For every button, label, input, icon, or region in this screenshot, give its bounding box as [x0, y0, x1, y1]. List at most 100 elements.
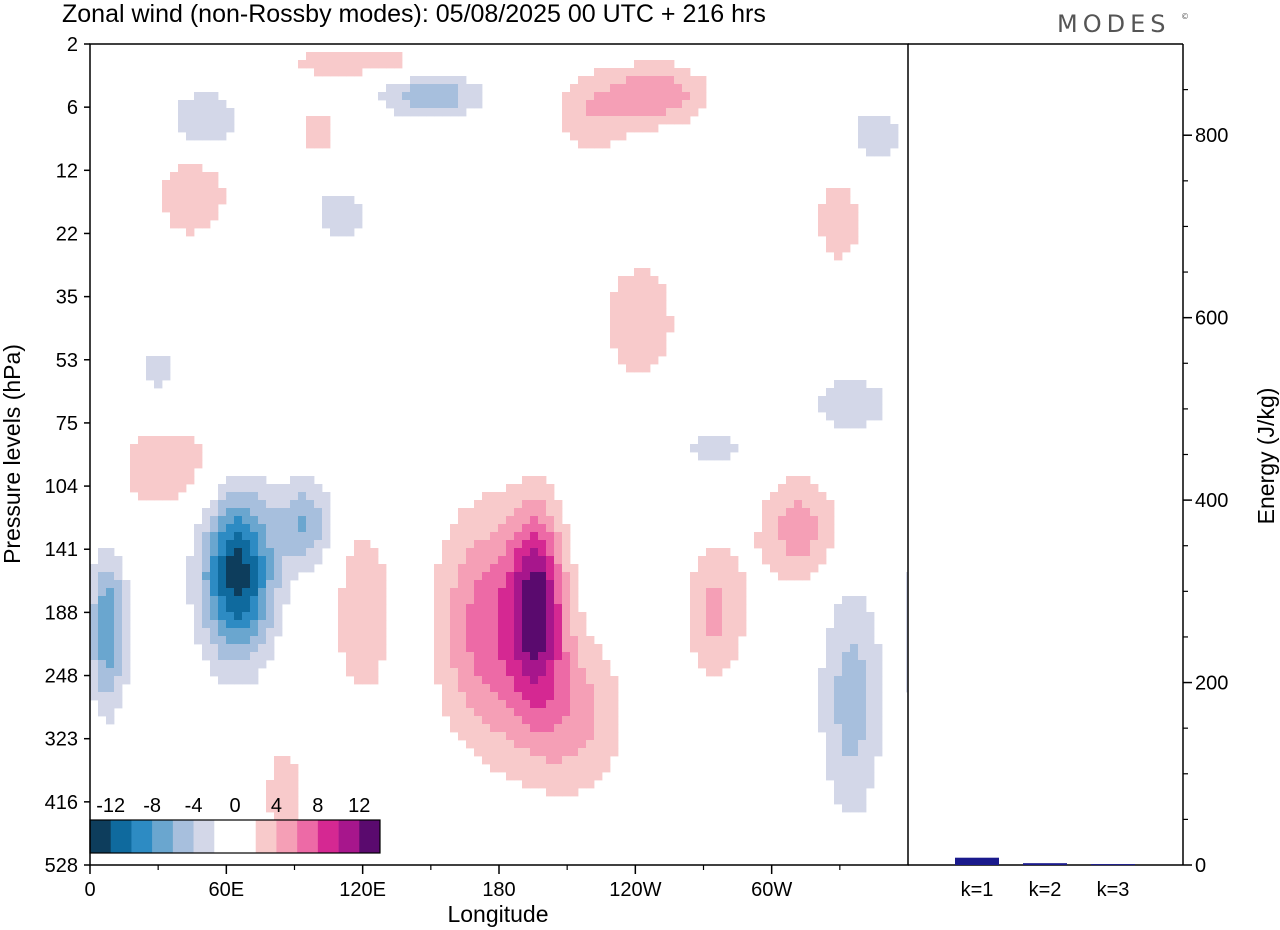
heat-cell [194, 204, 203, 213]
heat-cell [858, 732, 867, 741]
heat-cell [906, 588, 909, 597]
heat-cell [354, 204, 363, 213]
heat-cell [834, 244, 843, 253]
heat-cell [562, 532, 571, 541]
heat-cell [218, 132, 227, 141]
heat-cell [802, 516, 811, 525]
heat-cell [482, 620, 491, 629]
heat-cell [906, 612, 909, 621]
heat-cell [554, 500, 563, 509]
heat-cell [658, 340, 667, 349]
heat-cell [322, 516, 331, 525]
heat-cell [346, 564, 355, 573]
heat-cell [874, 676, 883, 685]
heat-cell [114, 636, 123, 645]
heat-cell [714, 660, 723, 669]
heat-cell [698, 652, 707, 661]
heat-cell [186, 228, 195, 237]
heat-cell [202, 548, 211, 557]
heat-cell [738, 572, 747, 581]
heat-cell [650, 108, 659, 117]
heat-cell [698, 444, 707, 453]
heat-cell [602, 732, 611, 741]
heat-cell [626, 92, 635, 101]
heat-cell [298, 548, 307, 557]
heat-cell [586, 76, 595, 85]
heat-cell [578, 716, 587, 725]
heat-cell [362, 580, 371, 589]
heat-cell [514, 636, 523, 645]
heat-cell [834, 692, 843, 701]
heat-cell [866, 764, 875, 773]
heat-cell [258, 484, 267, 493]
heat-cell [466, 564, 475, 573]
heat-cell [818, 708, 827, 717]
heat-cell [866, 116, 875, 125]
heat-cell [210, 172, 219, 181]
heat-cell [458, 100, 467, 109]
heat-cell [610, 732, 619, 741]
heat-cell [874, 668, 883, 677]
heat-cell [858, 756, 867, 765]
colorbar-swatch [214, 820, 236, 853]
heat-cell [386, 100, 395, 109]
heat-cell [538, 572, 547, 581]
y-tick-label: 528 [45, 855, 78, 877]
heat-cell [618, 124, 627, 133]
heat-cell [298, 540, 307, 549]
heat-cell [490, 540, 499, 549]
heat-cell [538, 524, 547, 533]
heat-cell [338, 588, 347, 597]
heat-cell [114, 588, 123, 597]
heat-cell [194, 548, 203, 557]
heat-cell [834, 388, 843, 397]
heat-cell [410, 76, 419, 85]
heat-cell [578, 100, 587, 109]
heat-cell [378, 636, 387, 645]
heat-cell [226, 588, 235, 597]
heat-cell [818, 508, 827, 517]
heat-cell [202, 524, 211, 533]
heat-cell [378, 564, 387, 573]
heat-cell [802, 548, 811, 557]
heat-cell [770, 548, 779, 557]
heat-cell [698, 580, 707, 589]
heat-cell [874, 132, 883, 141]
heat-cell [218, 100, 227, 109]
heat-cell [266, 540, 275, 549]
heat-cell [498, 652, 507, 661]
heat-cell [194, 524, 203, 533]
heat-cell [346, 596, 355, 605]
heat-cell [410, 108, 419, 117]
heat-cell [266, 564, 275, 573]
y-tick-label: 416 [45, 792, 78, 814]
heat-cell [642, 124, 651, 133]
heat-cell [434, 100, 443, 109]
heat-cell [458, 620, 467, 629]
heat-cell [138, 436, 147, 445]
heat-cell [850, 380, 859, 389]
heat-cell [842, 708, 851, 717]
heat-cell [202, 188, 211, 197]
heat-cell [682, 100, 691, 109]
heat-cell [570, 612, 579, 621]
heat-cell [442, 644, 451, 653]
heat-cell [258, 660, 267, 669]
heat-cell [402, 108, 411, 117]
heat-cell [114, 628, 123, 637]
heat-cell [98, 668, 107, 677]
heat-cell [354, 620, 363, 629]
heat-cell [818, 228, 827, 237]
heat-cell [514, 532, 523, 541]
heat-cell [802, 524, 811, 533]
heat-cell [714, 436, 723, 445]
heat-cell [818, 668, 827, 677]
heat-cell [906, 684, 909, 693]
heat-cell [498, 708, 507, 717]
heat-cell [530, 756, 539, 765]
heat-cell [834, 196, 843, 205]
heat-cell [538, 700, 547, 709]
heat-cell [562, 524, 571, 533]
heat-cell [730, 596, 739, 605]
heat-cell [450, 76, 459, 85]
